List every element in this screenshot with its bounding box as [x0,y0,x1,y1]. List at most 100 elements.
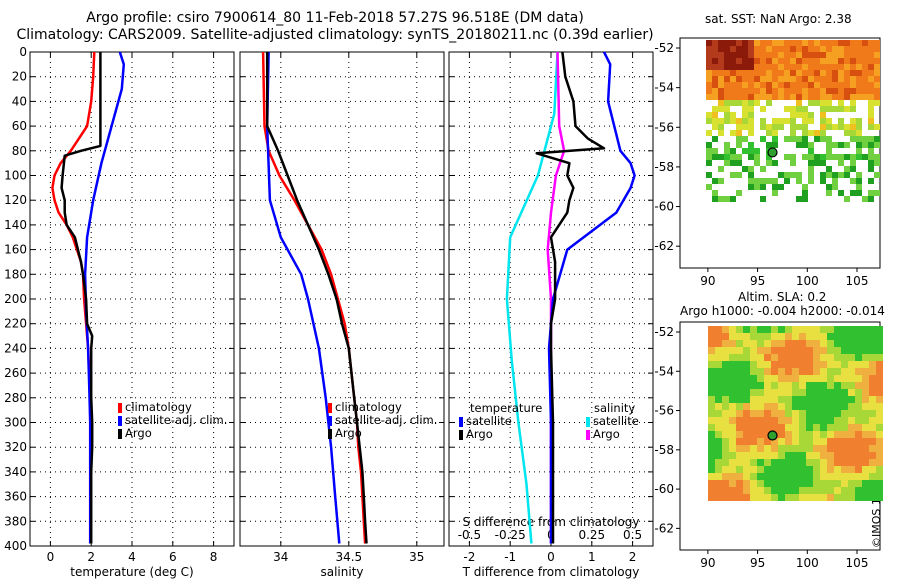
sla-pixel [792,389,799,396]
sla-pixel [820,480,827,487]
sla-pixel [848,487,855,494]
sla-pixel [841,424,848,431]
sla-pixel [813,424,820,431]
sst-pixel [808,52,814,58]
sst-pixel [820,136,826,142]
sst-pixel [796,46,802,52]
sst-pixel [742,148,748,154]
sst-pixel [712,64,718,70]
sla-pixel [827,431,834,438]
temperature-climatology-line [51,51,96,544]
sla-pixel [813,445,820,452]
sst-pixel [784,82,790,88]
sst-pixel [784,76,790,82]
sla-map-lon-label: 95 [750,556,765,570]
sla-pixel [869,326,876,333]
sla-pixel [778,340,785,347]
sst-pixel [718,94,724,100]
sst-pixel [808,100,814,106]
sla-pixel [841,340,848,347]
sla-pixel [764,417,771,424]
sla-pixel [722,452,729,459]
temperature-xlabel: temperature (deg C) [70,565,193,579]
sst-pixel [748,82,754,88]
sla-pixel [736,403,743,410]
sla-pixel [792,375,799,382]
depth-tick-label: 80 [12,144,27,158]
sla-pixel [869,396,876,403]
sst-pixel [802,136,808,142]
sla-pixel [876,459,883,466]
sst-pixel [748,40,754,46]
difference-legend-sal-header: salinity [594,401,635,415]
sla-pixel [799,459,806,466]
sla-pixel [729,487,736,494]
sla-pixel [841,438,848,445]
salinity-climatology-line [261,51,367,544]
sla-pixel [792,368,799,375]
sst-pixel [850,88,856,94]
sst-pixel [820,40,826,46]
sst-pixel [706,118,712,124]
sla-pixel [722,473,729,480]
sla-pixel [799,396,806,403]
sla-pixel [869,452,876,459]
sla-pixel [757,438,764,445]
sst-pixel [712,94,718,100]
sla-pixel [813,347,820,354]
sst-pixel [796,106,802,112]
sla-pixel [715,494,722,501]
sst-pixel [802,106,808,112]
depth-tick-label: 220 [4,317,27,331]
sla-pixel [799,354,806,361]
sla-pixel [799,417,806,424]
sla-pixel [736,410,743,417]
sla-pixel [869,431,876,438]
sst-pixel [868,88,874,94]
sla-pixel [827,494,834,501]
sst-pixel [874,76,880,82]
sla-pixel [799,445,806,452]
sla-pixel [841,494,848,501]
sst-pixel [712,154,718,160]
sst-pixel [724,64,730,70]
sla-pixel [806,410,813,417]
sla-pixel [792,480,799,487]
sla-pixel [848,459,855,466]
sla-pixel [806,466,813,473]
sla-pixel [806,445,813,452]
sla-pixel [764,438,771,445]
title-line-2: Climatology: CARS2009. Satellite-adjuste… [16,27,654,43]
sst-pixel [832,94,838,100]
sst-pixel [706,64,712,70]
sla-pixel [792,417,799,424]
sst-pixel [862,82,868,88]
sla-pixel [799,389,806,396]
sst-pixel [742,166,748,172]
sst-pixel [844,130,850,136]
sst-pixel [784,88,790,94]
sla-pixel [862,382,869,389]
sla-pixel [820,403,827,410]
sst-pixel [730,64,736,70]
sla-pixel [806,354,813,361]
sst-pixel [760,46,766,52]
sst-pixel [832,64,838,70]
sst-pixel [826,118,832,124]
sst-pixel [718,196,724,202]
sst-pixel [766,142,772,148]
sst-pixel [730,76,736,82]
sla-pixel [799,480,806,487]
sst-pixel [820,76,826,82]
sst-pixel [760,64,766,70]
sla-pixel [792,326,799,333]
sst-pixel [712,106,718,112]
sla-pixel [834,389,841,396]
difference-sal-legend-swatch [586,417,590,427]
sla-pixel [750,459,757,466]
sst-pixel [856,46,862,52]
sst-pixel [868,124,874,130]
sla-pixel [813,361,820,368]
sst-pixel [820,112,826,118]
sst-pixel [838,52,844,58]
